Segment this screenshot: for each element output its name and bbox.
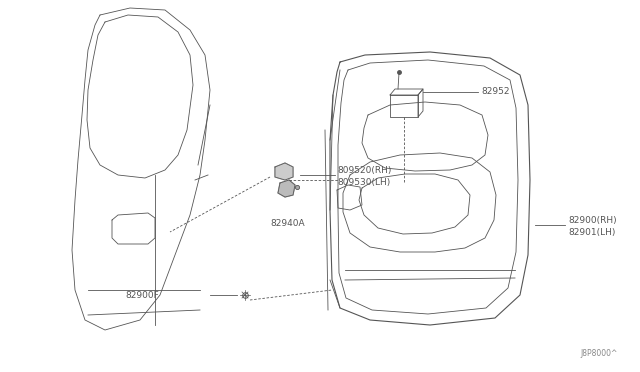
Text: 82900(RH): 82900(RH) — [568, 215, 616, 224]
Polygon shape — [278, 180, 295, 197]
Text: J8P8000^: J8P8000^ — [580, 349, 618, 358]
Text: 809530(LH): 809530(LH) — [337, 179, 390, 187]
Polygon shape — [275, 163, 293, 180]
Text: 82900F: 82900F — [125, 291, 159, 299]
Text: 809520(RH): 809520(RH) — [337, 167, 392, 176]
Text: 82940A: 82940A — [270, 218, 305, 228]
Text: 82952: 82952 — [481, 87, 509, 96]
Text: 82901(LH): 82901(LH) — [568, 228, 616, 237]
